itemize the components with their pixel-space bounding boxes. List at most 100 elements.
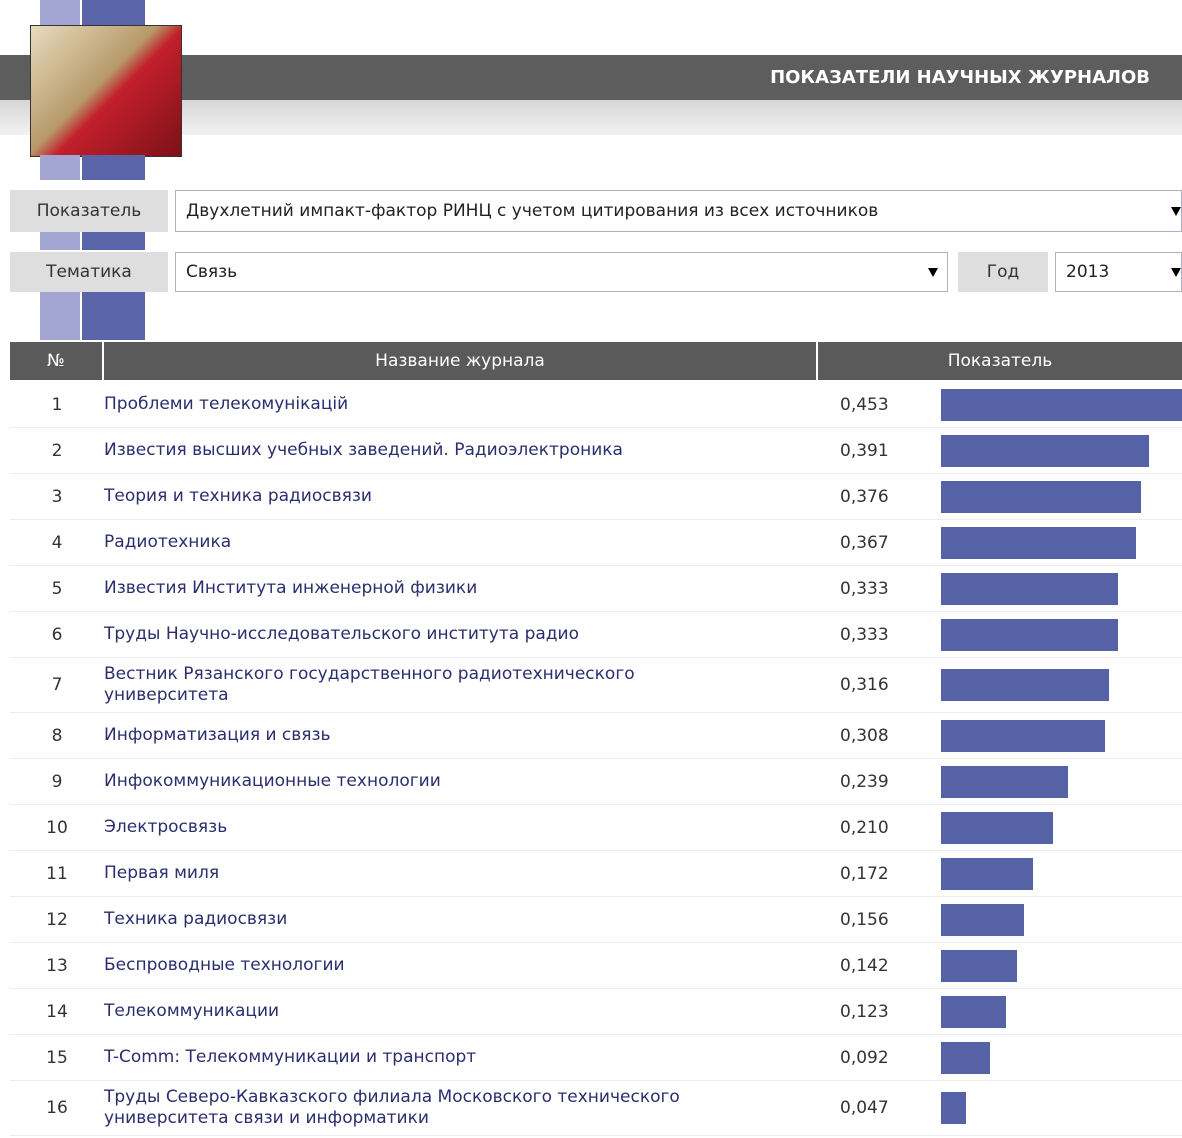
year-value: 2013 <box>1066 262 1110 282</box>
header-title: ПОКАЗАТЕЛИ НАУЧНЫХ ЖУРНАЛОВ <box>770 67 1150 88</box>
journal-link[interactable]: Радиотехника <box>104 532 232 552</box>
value-text: 0,142 <box>840 955 889 976</box>
journal-link[interactable]: Телекоммуникации <box>104 1001 280 1021</box>
row-number: 15 <box>46 1047 68 1068</box>
journal-link[interactable]: Известия высших учебных заведений. Радио… <box>104 440 623 460</box>
table-row: 14 Телекоммуникации 0,123 <box>10 989 1182 1035</box>
table-row: 10 Электросвязь 0,210 <box>10 805 1182 851</box>
decor <box>40 155 80 180</box>
journal-link[interactable]: Теория и техника радиосвязи <box>104 486 372 506</box>
row-number: 2 <box>51 440 63 461</box>
value-bar <box>941 618 1119 651</box>
value-text: 0,172 <box>840 863 889 884</box>
value-text: 0,333 <box>840 578 889 599</box>
indicator-label: Показатель <box>10 190 168 232</box>
value-bar <box>941 572 1119 605</box>
value-bar <box>941 995 1007 1028</box>
table-row: 13 Беспроводные технологии 0,142 <box>10 943 1182 989</box>
value-bar <box>941 669 1110 701</box>
value-bar <box>941 719 1105 752</box>
row-number: 6 <box>51 624 63 645</box>
journal-link[interactable]: Известия Института инженерной физики <box>104 578 478 598</box>
value-bar <box>941 434 1149 467</box>
decor <box>82 0 145 25</box>
year-label: Год <box>958 252 1048 292</box>
table-row: 15 T-Comm: Телекоммуникации и транспорт 0,… <box>10 1035 1182 1081</box>
row-number: 14 <box>46 1001 68 1022</box>
decor <box>40 232 80 250</box>
value-bar <box>941 857 1033 890</box>
topic-label: Тематика <box>10 252 168 292</box>
value-text: 0,239 <box>840 771 889 792</box>
indicator-select[interactable]: Двухлетний импакт-фактор РИНЦ с учетом ц… <box>175 190 1182 232</box>
value-text: 0,333 <box>840 624 889 645</box>
value-bar <box>941 903 1024 936</box>
row-number: 10 <box>46 817 68 838</box>
journal-link[interactable]: Инфокоммуникационные технологии <box>104 771 441 791</box>
value-text: 0,316 <box>840 675 889 695</box>
journal-link[interactable]: Информатизация и связь <box>104 725 331 745</box>
journal-link[interactable]: Проблеми телекомунікацій <box>104 394 349 414</box>
topic-select[interactable]: Связь <box>175 252 948 292</box>
dropdown-arrow <box>928 268 938 277</box>
decor <box>40 292 80 340</box>
journal-link[interactable]: Первая миля <box>104 863 220 883</box>
table-row: 4 Радиотехника 0,367 <box>10 520 1182 566</box>
table-row: 8 Информатизация и связь 0,308 <box>10 713 1182 759</box>
row-number: 13 <box>46 955 68 976</box>
value-text: 0,047 <box>840 1098 889 1118</box>
journal-link[interactable]: Вестник Рязанского государственного ради… <box>104 664 635 705</box>
value-text: 0,391 <box>840 440 889 461</box>
decor <box>82 232 145 250</box>
value-bar <box>941 765 1069 798</box>
table-row: 1 Проблеми телекомунікацій 0,453 <box>10 382 1182 428</box>
journal-link[interactable]: Труды Северо-Кавказского филиала Московс… <box>104 1087 680 1128</box>
row-number: 7 <box>51 675 63 695</box>
column-header[interactable]: Название журнала <box>104 342 818 380</box>
table-row: 5 Известия Института инженерной физики 0,3… <box>10 566 1182 612</box>
dropdown-arrow <box>1171 268 1181 277</box>
value-text: 0,376 <box>840 486 889 507</box>
table-body: 1 Проблеми телекомунікацій 0,453 2 Известия … <box>10 382 1182 1136</box>
row-number: 12 <box>46 909 68 930</box>
table-header: № Название журнала Показатель <box>10 342 1182 380</box>
row-number: 8 <box>51 725 63 746</box>
journal-link[interactable]: Беспроводные технологии <box>104 955 345 975</box>
value-bar <box>941 949 1017 982</box>
journal-link[interactable]: Электросвязь <box>104 817 228 837</box>
dropdown-arrow <box>1171 207 1181 216</box>
value-text: 0,453 <box>840 394 889 415</box>
table-row: 2 Известия высших учебных заведений. Ради… <box>10 428 1182 474</box>
column-header[interactable]: Показатель <box>947 351 1053 371</box>
value-text: 0,367 <box>840 532 889 553</box>
decor <box>82 292 145 340</box>
topic-value: Связь <box>186 262 238 282</box>
table-row: 16 Труды Северо-Кавказского филиала Моско… <box>10 1081 1182 1136</box>
decor <box>40 0 80 25</box>
value-bar <box>941 388 1182 421</box>
row-number: 4 <box>51 532 63 553</box>
journal-link[interactable]: T-Comm: Телекоммуникации и транспорт <box>104 1047 477 1067</box>
row-number: 9 <box>51 771 63 792</box>
value-bar <box>941 480 1142 513</box>
value-text: 0,092 <box>840 1047 889 1068</box>
row-number: 11 <box>46 863 68 884</box>
table-row: 9 Инфокоммуникационные технологии 0,239 <box>10 759 1182 805</box>
table-row: 11 Первая миля 0,172 <box>10 851 1182 897</box>
value-text: 0,308 <box>840 725 889 746</box>
header-bar <box>0 55 1182 100</box>
indicator-value: Двухлетний импакт-фактор РИНЦ с учетом ц… <box>186 201 879 221</box>
journal-link[interactable]: Техника радиосвязи <box>104 909 288 929</box>
value-bar <box>941 526 1137 559</box>
journal-link[interactable]: Труды Научно-исследовательского институт… <box>104 624 579 644</box>
row-number: 1 <box>51 394 63 415</box>
table-row: 3 Теория и техника радиосвязи 0,376 <box>10 474 1182 520</box>
table-row: 12 Техника радиосвязи 0,156 <box>10 897 1182 943</box>
value-text: 0,123 <box>840 1001 889 1022</box>
year-select[interactable]: 2013 <box>1055 252 1182 292</box>
value-text: 0,210 <box>840 817 889 838</box>
table-row: 7 Вестник Рязанского государственного рад… <box>10 658 1182 713</box>
value-bar <box>941 1041 990 1074</box>
